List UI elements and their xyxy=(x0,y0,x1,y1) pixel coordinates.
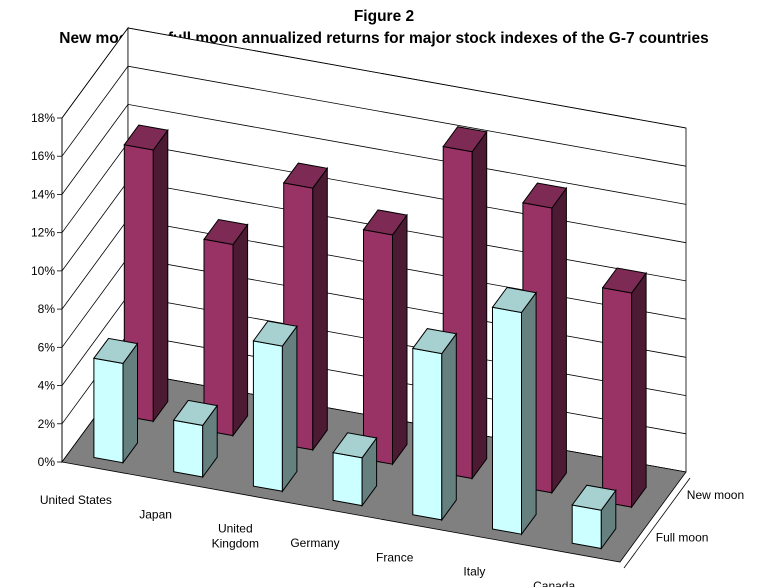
y-tick-label: 18% xyxy=(31,111,55,125)
bar-side-face xyxy=(441,332,457,522)
bar-front-face xyxy=(571,504,602,550)
bar-front-face xyxy=(93,357,124,464)
bar-side-face xyxy=(152,128,169,423)
category-label-line: Kingdom xyxy=(212,537,259,551)
bar-full-moon xyxy=(252,320,298,493)
bar-side-face xyxy=(232,223,249,438)
series-axis-labels: Full moon New moon xyxy=(623,477,744,569)
bar-top-face xyxy=(203,218,249,246)
series-axis-line xyxy=(623,477,691,569)
bar-new-moon xyxy=(203,218,249,438)
series-axis-label: Full moon xyxy=(656,530,709,544)
bar-top-face xyxy=(252,320,298,347)
bar-full-moon xyxy=(411,328,458,522)
bar-new-moon xyxy=(601,267,647,509)
series-axis-label: New moon xyxy=(687,488,744,502)
bar-full-moon xyxy=(332,432,378,508)
y-axis: 0% 2% 4% 6% 8% 10% 12% 14% 16% 18% xyxy=(31,111,63,469)
y-tick-label: 12% xyxy=(31,226,55,240)
bar-side-face xyxy=(551,186,567,495)
bar-front-face xyxy=(492,306,522,535)
category-label: United States xyxy=(40,493,112,507)
category-label: United Kingdom xyxy=(212,522,259,551)
category-label-line: Germany xyxy=(290,536,339,550)
bar-top-face xyxy=(93,337,139,364)
bar-top-face xyxy=(411,328,458,355)
y-tick-label: 8% xyxy=(38,302,56,316)
bar-new-moon xyxy=(362,209,408,466)
bar-full-moon xyxy=(93,337,139,465)
gridline xyxy=(61,27,687,129)
chart-main-title: New moon vs. full moon annualized return… xyxy=(59,30,709,47)
bar-side-face xyxy=(281,324,298,493)
category-label: Japan xyxy=(139,507,172,521)
bar-top-face xyxy=(491,286,537,314)
bar-top-face xyxy=(123,124,169,151)
bar-full-moon xyxy=(491,286,537,536)
bar-new-moon xyxy=(282,162,329,452)
bar-top-face xyxy=(282,162,329,189)
bar-side-face xyxy=(471,130,488,481)
bar-side-face xyxy=(521,291,537,536)
y-tick-label: 0% xyxy=(38,455,56,469)
category-label-line: Canada xyxy=(533,579,575,587)
bar-full-moon xyxy=(172,399,219,479)
bar-side-face xyxy=(392,213,408,466)
bar-top-face xyxy=(442,126,488,153)
bar-top-face xyxy=(362,209,408,236)
bars xyxy=(93,124,647,551)
bar-full-moon xyxy=(571,484,617,551)
bar-side-face xyxy=(312,166,328,452)
bar-side-face xyxy=(122,342,138,465)
x-axis-categories: United States Japan United Kingdom Germany Fr… xyxy=(40,493,576,587)
gridline xyxy=(61,103,687,205)
category-label: Germany xyxy=(290,536,339,550)
y-tick-label: 2% xyxy=(38,417,56,431)
category-label-line: Japan xyxy=(139,507,172,521)
bar-side-face xyxy=(631,271,647,509)
bar-front-face xyxy=(332,452,363,507)
y-tick-label: 16% xyxy=(31,149,55,163)
bar-top-face xyxy=(601,267,647,294)
bar-front-face xyxy=(602,287,633,508)
gridline xyxy=(61,65,687,167)
category-label-line: Italy xyxy=(463,565,485,579)
bar-top-face xyxy=(332,432,378,459)
category-label-line: United States xyxy=(40,493,112,507)
y-tick-label: 4% xyxy=(38,379,56,393)
bar-front-face xyxy=(412,347,443,521)
bar-top-face xyxy=(172,399,219,426)
bar-top-face xyxy=(571,484,617,511)
y-tick-label: 6% xyxy=(38,340,56,354)
chart-title: Figure 2 New moon vs. full moon annualiz… xyxy=(0,6,768,50)
bar-top-face xyxy=(522,182,568,209)
y-tick-label: 14% xyxy=(31,187,55,201)
category-label: France xyxy=(376,550,414,564)
bar-front-face xyxy=(363,229,393,465)
y-tick-label: 10% xyxy=(31,264,55,278)
category-label-line: United xyxy=(218,522,253,536)
category-label: Canada xyxy=(533,579,575,587)
bar-front-face xyxy=(252,340,283,492)
figure-label: Figure 2 xyxy=(353,8,415,25)
category-label: Italy xyxy=(463,565,485,579)
category-label-line: France xyxy=(376,550,414,564)
bar-front-face xyxy=(173,419,204,478)
